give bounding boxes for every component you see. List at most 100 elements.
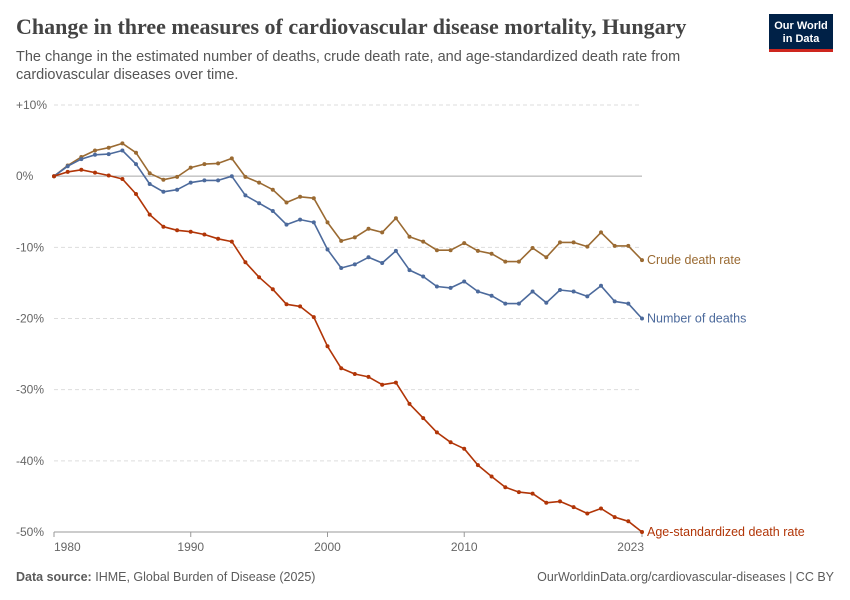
data-point-age-standardized-death-rate [380,382,385,387]
data-point-number-of-deaths [106,152,111,157]
data-point-age-standardized-death-rate [339,366,344,371]
data-point-age-standardized-death-rate [65,169,70,174]
data-point-age-standardized-death-rate [257,275,262,280]
data-point-crude-death-rate [516,259,521,264]
data-point-crude-death-rate [366,226,371,231]
data-point-crude-death-rate [106,145,111,150]
data-point-number-of-deaths [503,301,508,306]
data-point-number-of-deaths [489,293,494,298]
data-point-number-of-deaths [448,285,453,290]
data-point-crude-death-rate [571,240,576,245]
data-point-number-of-deaths [352,262,357,267]
data-point-crude-death-rate [229,156,234,161]
data-point-number-of-deaths [311,220,316,225]
y-tick-label: +10% [16,98,47,112]
data-point-crude-death-rate [462,241,467,246]
data-point-crude-death-rate [421,239,426,244]
data-point-crude-death-rate [257,180,262,185]
data-point-age-standardized-death-rate [530,491,535,496]
data-point-number-of-deaths [558,288,562,292]
data-point-crude-death-rate [311,196,316,201]
data-point-number-of-deaths [339,266,344,270]
data-point-crude-death-rate [161,177,166,182]
data-point-number-of-deaths [216,178,221,183]
data-point-crude-death-rate [448,248,453,253]
data-point-number-of-deaths [79,157,84,162]
y-tick-label: -20% [16,312,44,326]
data-point-number-of-deaths [93,152,97,157]
data-point-number-of-deaths [585,294,590,299]
data-point-crude-death-rate [503,259,508,264]
data-point-crude-death-rate [380,230,385,235]
data-point-age-standardized-death-rate [434,430,439,435]
data-point-number-of-deaths [393,248,398,253]
data-point-age-standardized-death-rate [421,416,426,421]
data-point-number-of-deaths [366,255,371,260]
data-point-number-of-deaths [202,178,207,183]
data-point-number-of-deaths [571,289,576,294]
data-point-number-of-deaths [134,162,138,167]
data-point-crude-death-rate [147,171,152,176]
data-point-age-standardized-death-rate [475,463,480,468]
data-point-number-of-deaths [325,247,330,252]
data-point-number-of-deaths [257,201,262,206]
data-point-number-of-deaths [229,174,234,179]
data-point-age-standardized-death-rate [640,530,644,534]
data-point-crude-death-rate [640,258,644,263]
data-point-age-standardized-death-rate [462,446,467,451]
data-point-crude-death-rate [558,240,562,245]
data-point-age-standardized-death-rate [352,372,357,376]
data-point-number-of-deaths [380,261,385,265]
logo-line-1: Our World [774,20,828,32]
data-point-number-of-deaths [298,217,303,222]
data-point-crude-death-rate [352,235,357,240]
data-point-age-standardized-death-rate [558,499,562,504]
data-point-age-standardized-death-rate [585,511,590,516]
data-point-number-of-deaths [407,268,412,273]
data-point-age-standardized-death-rate [52,174,56,179]
data-point-age-standardized-death-rate [393,380,398,385]
data-point-age-standardized-death-rate [571,505,576,510]
y-tick-label: -30% [16,383,44,397]
logo-line-2: in Data [782,32,820,45]
data-point-age-standardized-death-rate [325,344,330,349]
data-point-age-standardized-death-rate [270,287,275,292]
data-point-number-of-deaths [175,187,180,192]
data-point-number-of-deaths [65,164,70,169]
data-point-age-standardized-death-rate [188,229,193,234]
data-point-number-of-deaths [120,148,125,153]
data-point-number-of-deaths [475,289,480,294]
data-point-crude-death-rate [270,187,275,192]
x-tick-label: 1980 [54,540,81,554]
data-point-number-of-deaths [270,209,275,213]
data-point-age-standardized-death-rate [516,490,521,495]
data-point-age-standardized-death-rate [134,192,138,196]
y-tick-label: 0% [16,169,34,183]
source-url-link[interactable]: OurWorldinData.org/cardiovascular-diseas… [537,570,834,584]
data-point-number-of-deaths [626,301,631,306]
data-point-age-standardized-death-rate [147,212,152,217]
x-tick-label: 1990 [177,540,204,554]
data-point-age-standardized-death-rate [202,232,207,237]
data-point-number-of-deaths [516,301,521,306]
data-point-crude-death-rate [612,243,617,248]
data-point-crude-death-rate [134,150,138,155]
data-point-number-of-deaths [284,222,289,227]
data-point-number-of-deaths [544,300,549,305]
data-point-crude-death-rate [339,238,344,243]
data-point-age-standardized-death-rate [626,519,631,524]
owid-logo[interactable]: Our World in Data [769,14,833,52]
data-point-number-of-deaths [462,279,467,284]
data-point-crude-death-rate [489,251,494,256]
series-line-age-standardized-death-rate [53,169,643,533]
data-point-crude-death-rate [188,165,193,170]
data-point-crude-death-rate [393,216,398,221]
data-point-crude-death-rate [626,243,631,248]
data-point-crude-death-rate [475,248,480,253]
data-point-age-standardized-death-rate [175,228,180,233]
y-tick-label: -10% [16,240,44,254]
data-point-age-standardized-death-rate [161,224,166,229]
data-point-crude-death-rate [325,220,330,225]
data-point-crude-death-rate [544,255,549,260]
